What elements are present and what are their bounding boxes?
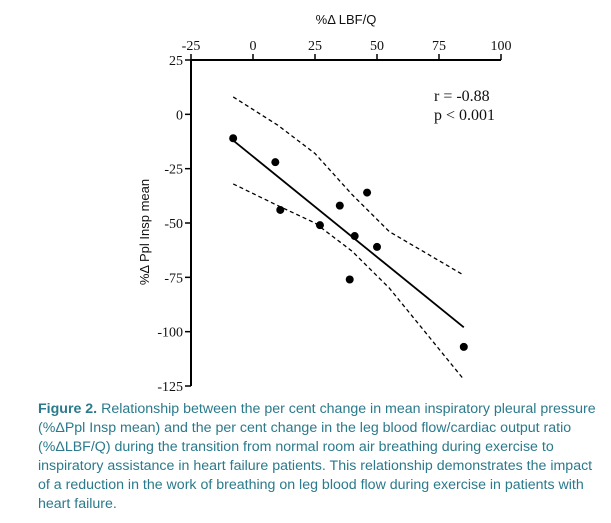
regression-line — [232, 139, 465, 329]
ci-lower-line — [232, 183, 465, 380]
x-tick-label: 25 — [308, 39, 322, 54]
ci-upper-line — [232, 96, 465, 276]
caption-text: Relationship between the per cent change… — [38, 401, 596, 512]
data-points — [229, 134, 468, 351]
data-point — [363, 188, 372, 197]
data-point — [229, 134, 238, 143]
y-tick-label: -125 — [157, 380, 183, 395]
y-tick-label: 25 — [169, 54, 183, 69]
data-point — [373, 242, 381, 251]
y-tick-label: -75 — [164, 271, 183, 286]
data-point — [335, 201, 344, 210]
figure-label: Figure 2. — [38, 401, 98, 417]
y-axis-title: %Δ Ppl Insp mean — [137, 179, 152, 285]
y-tick-label: 0 — [176, 108, 183, 123]
y-tick-label: -25 — [164, 163, 183, 178]
data-point — [271, 158, 280, 167]
data-point — [459, 342, 468, 351]
x-tick-label: 100 — [491, 39, 512, 54]
data-point — [350, 232, 359, 241]
data-point — [315, 221, 324, 230]
data-point — [345, 275, 354, 284]
r-value-annotation: r = -0.88 — [434, 88, 490, 105]
x-axis-title: %Δ LBF/Q — [316, 12, 377, 27]
confidence-band — [232, 96, 465, 380]
data-point — [276, 205, 285, 214]
scatter-chart: -25 0 25 50 75 100 25 0 -25 -50 -75 -100 -125 %Δ LBF… — [137, 12, 512, 395]
p-value-annotation: p < 0.001 — [434, 107, 495, 124]
regression-line-group — [232, 139, 465, 329]
y-tick-label: -100 — [157, 326, 183, 341]
x-tick-label: 75 — [432, 39, 446, 54]
x-tick-label: -25 — [182, 39, 201, 54]
axes: -25 0 25 50 75 100 25 0 -25 -50 -75 -100 -125 — [157, 39, 511, 395]
figure-caption: Figure 2. Relationship between the per c… — [38, 400, 606, 514]
x-tick-label: 0 — [250, 39, 257, 54]
x-tick-label: 50 — [370, 39, 384, 54]
y-tick-label: -50 — [164, 217, 183, 232]
